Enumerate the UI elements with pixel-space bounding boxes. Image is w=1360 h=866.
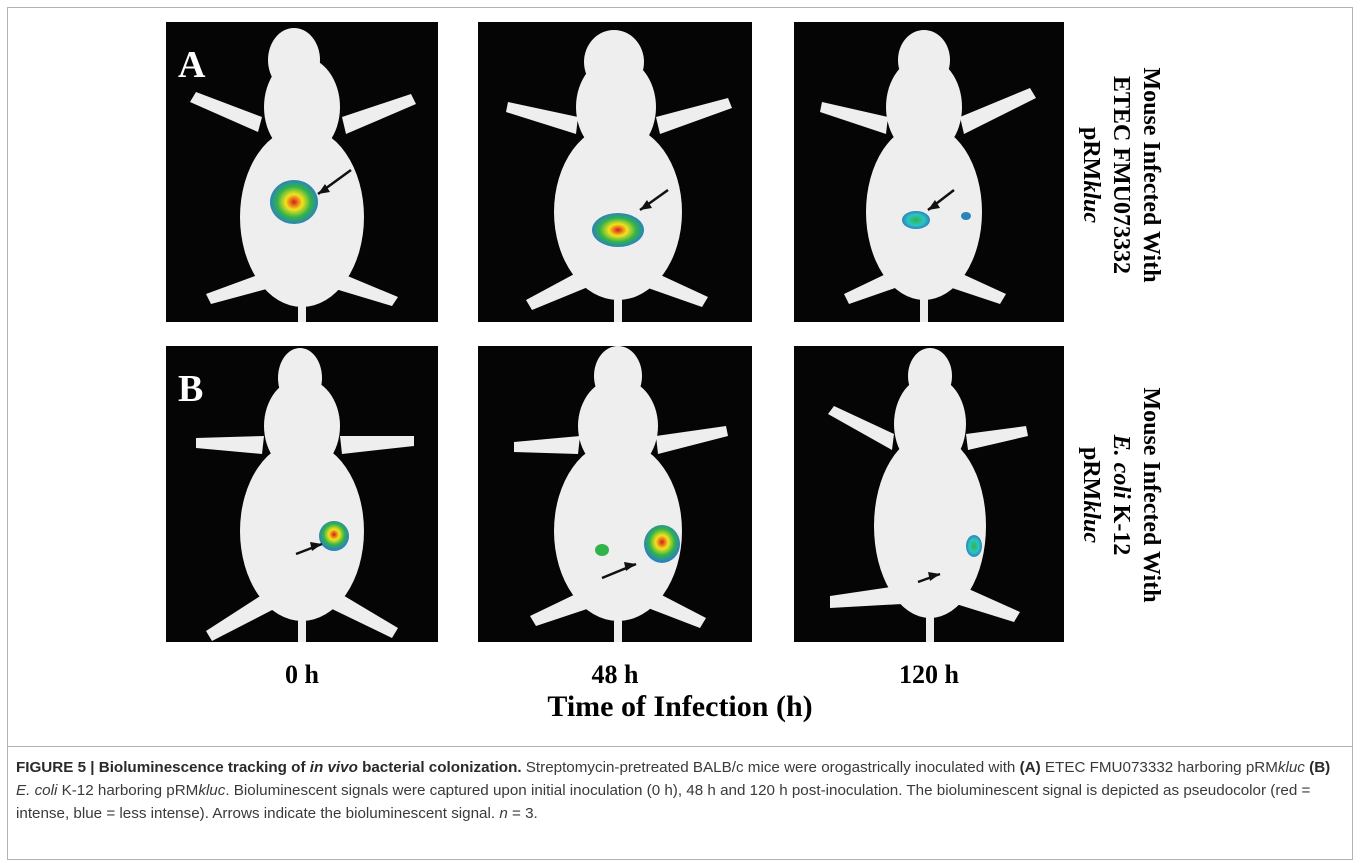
row-label-a-line1: Mouse Infected With: [1138, 67, 1164, 283]
mouse-image-a-48h: [506, 30, 732, 322]
panel-letter-b: B: [178, 368, 204, 410]
figure-caption: FIGURE 5 | Bioluminescence tracking of i…: [16, 759, 1331, 822]
row-label-a-line3: pRMkluc: [1078, 126, 1104, 223]
panel-a-0h: A: [166, 22, 438, 322]
panel-a-48h: [478, 22, 752, 322]
axis-title: Time of Infection (h): [547, 690, 813, 723]
row-label-b-line2: E. coli K-12: [1108, 434, 1134, 556]
caption-label: FIGURE 5 | Bioluminescence tracking of i…: [16, 759, 522, 776]
panel-letter-a: A: [178, 44, 206, 86]
mouse-image-a-0h: [190, 28, 416, 322]
time-label-48h: 48 h: [591, 660, 639, 689]
mouse-image-a-120h: [820, 30, 1036, 322]
mouse-image-b-0h: [196, 348, 414, 642]
panel-a-120h: [794, 22, 1064, 322]
row-label-b-line1: Mouse Infected With: [1138, 387, 1164, 603]
row-label-b-line3: pRMkluc: [1078, 446, 1104, 543]
row-label-b: Mouse Infected With E. coli K-12 pRMkluc: [1078, 360, 1166, 630]
panel-b-48h: [478, 346, 752, 642]
panel-b-0h: B: [166, 346, 438, 642]
time-label-120h: 120 h: [899, 660, 959, 689]
panel-b-120h: [794, 346, 1064, 642]
row-label-a: Mouse Infected With ETEC FMU073332 pRMkl…: [1078, 40, 1166, 310]
mouse-image-b-120h: [828, 348, 1028, 642]
figure-frame: [7, 7, 1353, 860]
row-label-a-line2: ETEC FMU073332: [1108, 76, 1134, 274]
caption-divider: [7, 746, 1353, 747]
mouse-image-b-48h: [514, 346, 728, 642]
time-label-0h: 0 h: [285, 660, 319, 689]
